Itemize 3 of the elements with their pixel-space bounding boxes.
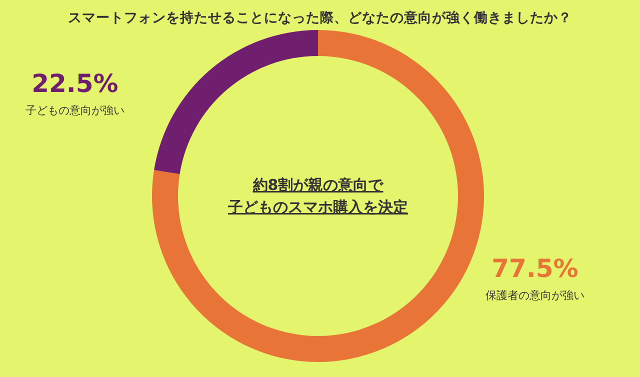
text: 約8割が親の意向で [252,176,384,194]
chart-title: スマートフォンを持たせることになった際、どなたの意向が強く働きましたか？ [68,9,572,26]
text: 子どものスマホ購入を決定 [227,198,408,216]
